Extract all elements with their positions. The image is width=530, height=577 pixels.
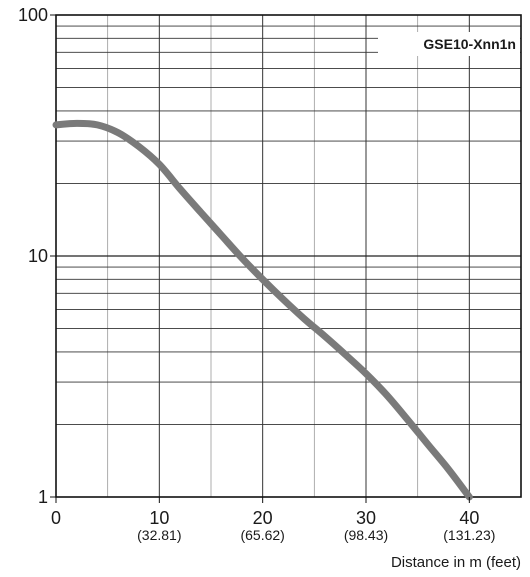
y-tick-label: 100 [18,5,48,25]
series-label: GSE10-Xnn1n [423,36,516,52]
y-axis-ticks: 1 10 100 [18,5,56,507]
x-axis-title: Distance in m (feet) [391,554,521,571]
x-tick-sublabel: (65.62) [240,527,284,543]
series-label-background [378,32,520,56]
grid-lines [56,15,521,497]
x-tick-sublabel: (98.43) [344,527,388,543]
series-lines [52,119,473,501]
x-axis-ticks: 0 10(32.81) 20(65.62) 30(98.43) 40(131.23) [51,497,495,543]
x-tick-label: 0 [51,508,61,528]
series-labels: GSE10-Xnn1n [378,32,520,56]
x-tick-label: 20 [253,508,273,528]
series-line [52,119,473,501]
x-tick-sublabel: (32.81) [137,527,181,543]
y-tick-label: 10 [28,246,48,266]
x-tick-label: 30 [356,508,376,528]
x-tick-label: 40 [459,508,479,528]
y-tick-label: 1 [38,487,48,507]
x-tick-label: 10 [149,508,169,528]
x-tick-sublabel: (131.23) [443,527,495,543]
